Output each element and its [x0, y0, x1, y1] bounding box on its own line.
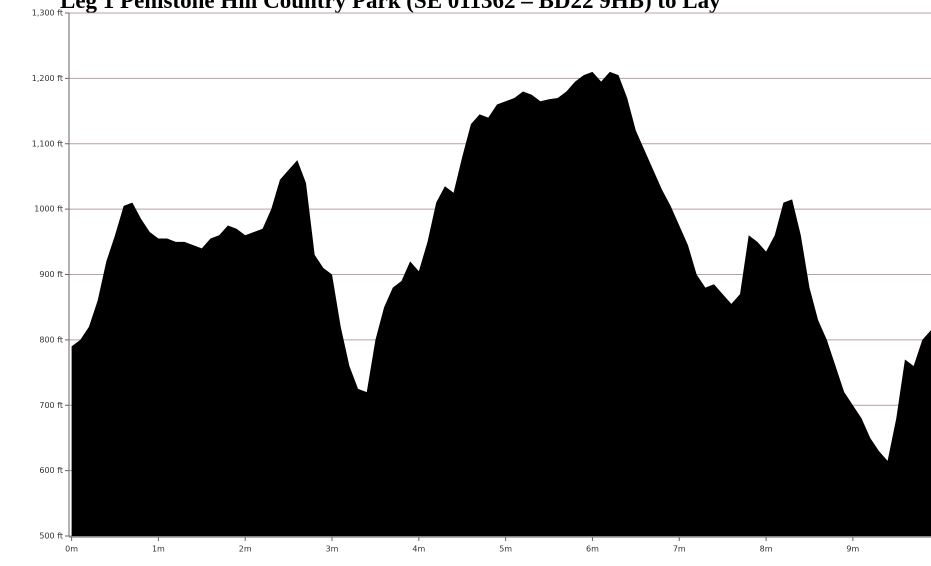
- y-tick-label: 500 ft: [39, 532, 63, 541]
- y-tick-label: 1,100 ft: [32, 139, 63, 148]
- y-tick-label: 1000 ft: [34, 205, 63, 214]
- y-tick-label: 600 ft: [39, 466, 63, 475]
- elevation-area: [71, 71, 931, 537]
- x-tick-label: 1m: [152, 545, 165, 554]
- x-tick-label: 6m: [586, 545, 599, 554]
- y-tick-label: 1,200 ft: [32, 74, 63, 83]
- x-tick-label: 9m: [846, 545, 859, 554]
- y-tick-label: 1,300 ft: [32, 9, 63, 18]
- x-tick-label: 8m: [760, 545, 773, 554]
- x-tick-label: 4m: [412, 545, 425, 554]
- x-tick-label: 3m: [326, 545, 339, 554]
- x-tick-label: 5m: [499, 545, 512, 554]
- chart-title: Leg 1 Penistone Hill Country Park (SE 01…: [60, 0, 721, 13]
- y-tick-label: 900 ft: [39, 270, 63, 279]
- y-tick-label: 700 ft: [39, 401, 63, 410]
- x-tick-label: 0m: [65, 545, 78, 554]
- y-tick-label: 800 ft: [39, 335, 63, 344]
- x-tick-label: 2m: [239, 545, 252, 554]
- x-tick-label: 7m: [673, 545, 686, 554]
